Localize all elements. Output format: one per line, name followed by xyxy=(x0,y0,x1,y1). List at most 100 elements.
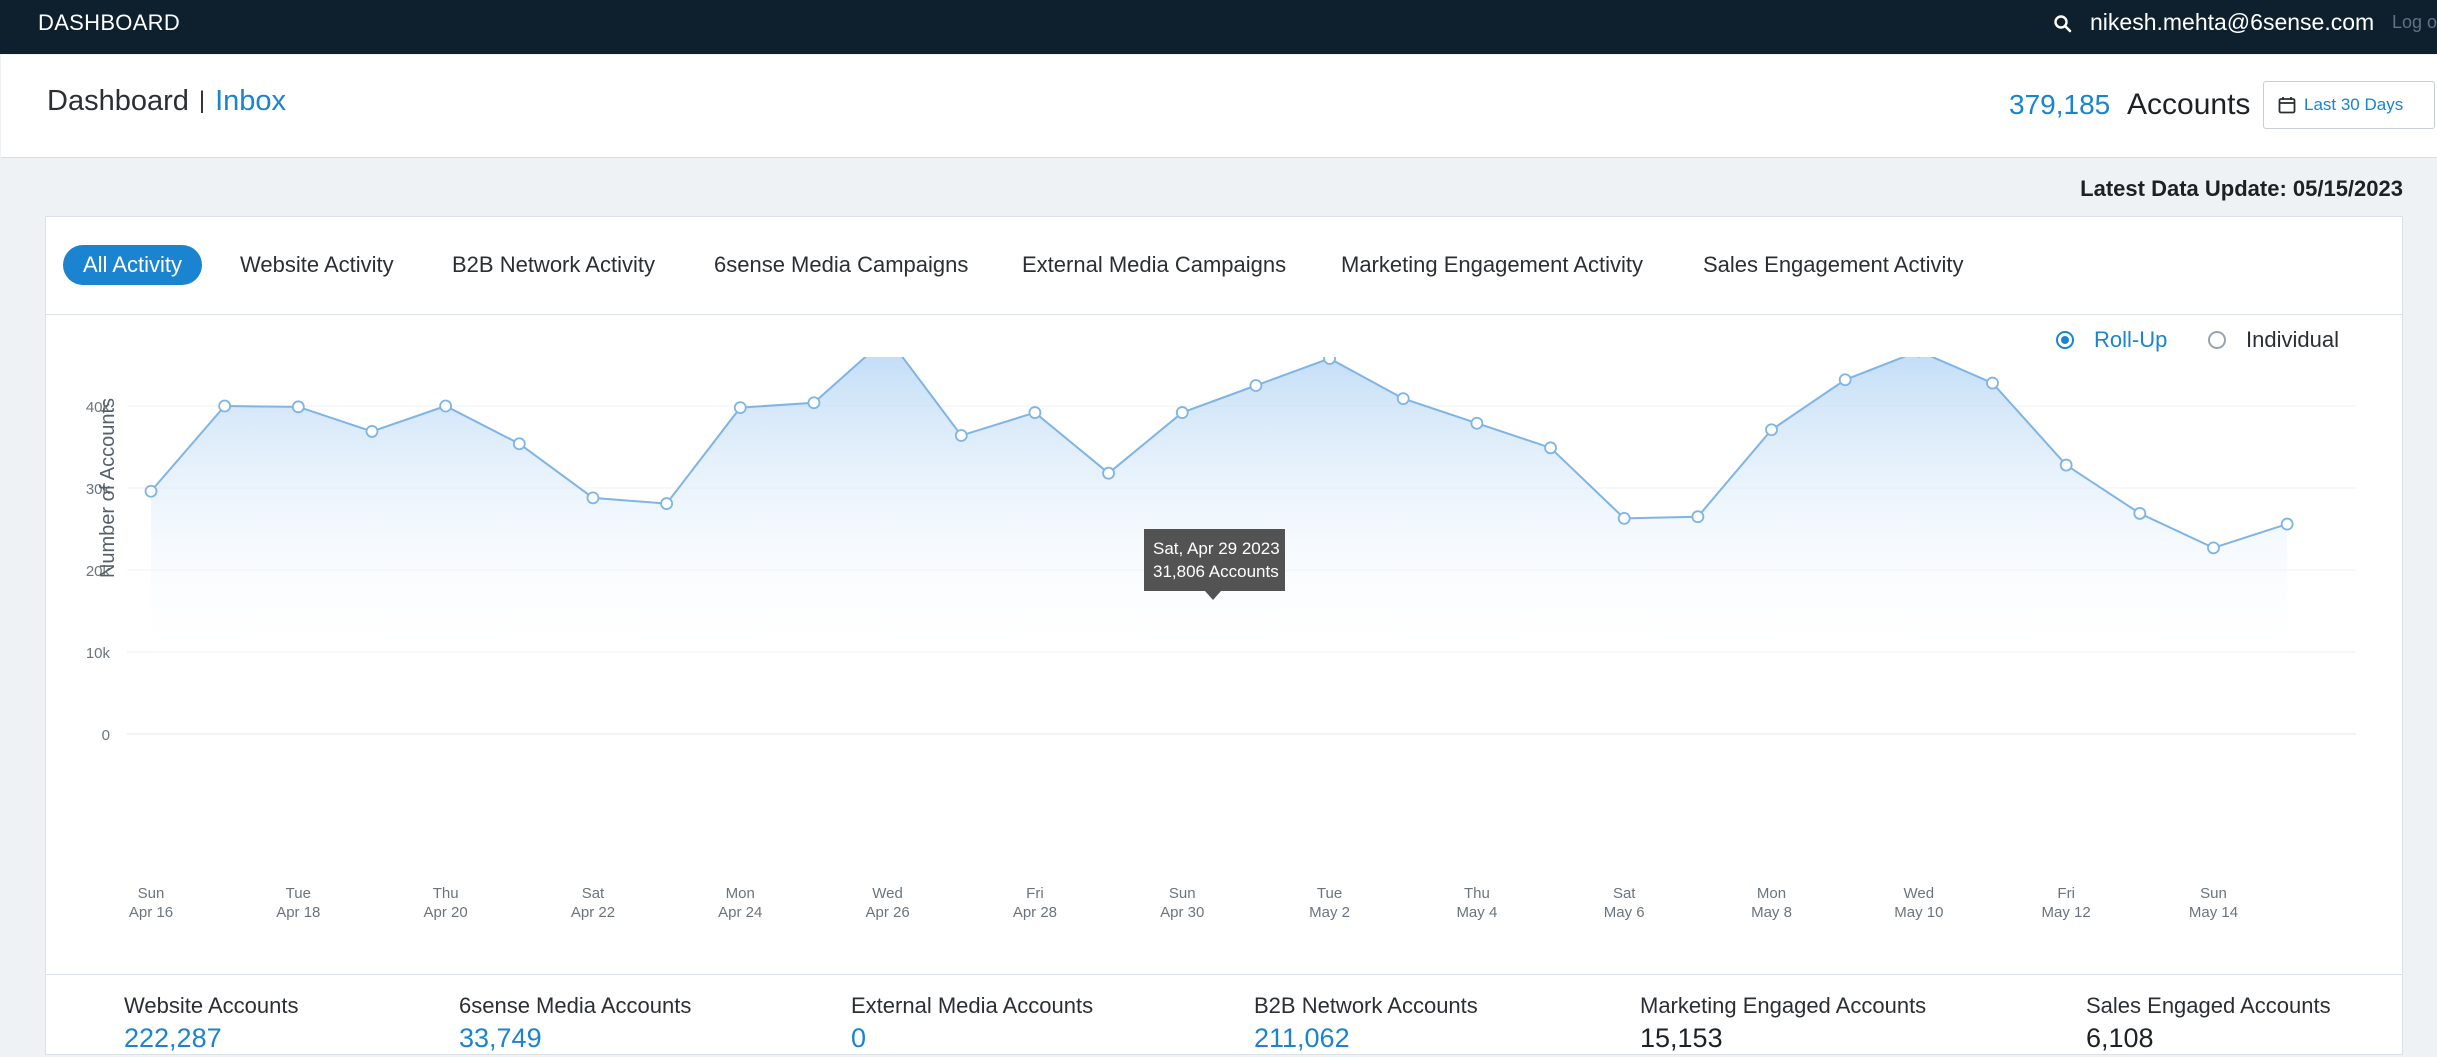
data-point[interactable] xyxy=(2280,517,2294,531)
x-tick-day: Sat xyxy=(1613,885,1636,902)
search-icon[interactable] xyxy=(2052,13,2074,35)
data-point[interactable] xyxy=(1838,373,1852,387)
data-point[interactable] xyxy=(512,437,526,451)
x-tick-date: May 12 xyxy=(2042,904,2091,921)
user-email[interactable]: nikesh.mehta@6sense.com xyxy=(2090,9,2375,35)
x-tick-day: Fri xyxy=(1026,885,1044,902)
tab-b2b-network-activity[interactable]: B2B Network Activity xyxy=(452,252,655,277)
data-point[interactable] xyxy=(1102,466,1115,480)
x-tick-date: May 8 xyxy=(1751,904,1792,921)
chart-tooltip xyxy=(1144,529,1285,600)
data-point[interactable] xyxy=(1396,392,1410,406)
x-tick-date: Apr 24 xyxy=(718,904,762,921)
x-tick-day: Sun xyxy=(2200,885,2227,902)
y-tick-label: 10k xyxy=(86,645,111,662)
data-point[interactable] xyxy=(660,497,674,510)
breadcrumb-inbox[interactable]: Inbox xyxy=(215,85,287,117)
series-area xyxy=(151,357,2288,654)
stat-label: External Media Accounts xyxy=(851,993,1094,1018)
x-tick-day: Tue xyxy=(286,885,311,902)
data-point[interactable] xyxy=(1765,423,1778,437)
x-tick-date: Apr 22 xyxy=(571,904,615,921)
x-tick-day: Wed xyxy=(1904,885,1935,902)
stat-value: 211,062 xyxy=(1254,1023,1350,1053)
tab-sales-engagement-activity[interactable]: Sales Engagement Activity xyxy=(1703,252,1964,277)
x-tick-date: May 4 xyxy=(1456,904,1497,921)
stat-external-media-accounts[interactable]: External Media Accounts 0 xyxy=(851,993,1093,1054)
x-tick-day: Fri xyxy=(2057,885,2075,902)
radio-individual-label: Individual xyxy=(2246,327,2339,352)
logout-link[interactable]: Log out xyxy=(2392,12,2437,32)
y-tick-label: 0 xyxy=(102,727,110,744)
x-tick-day: Sun xyxy=(138,885,165,902)
y-tick-label: 20k xyxy=(86,563,111,580)
data-point[interactable] xyxy=(1617,511,1631,525)
breadcrumb: Dashboard | Inbox xyxy=(47,85,286,118)
data-point[interactable] xyxy=(1323,357,1336,365)
breadcrumb-separator: | xyxy=(198,87,206,114)
data-point[interactable] xyxy=(1470,416,1484,430)
stat-label: Marketing Engaged Accounts xyxy=(1640,993,1927,1018)
stat-website-accounts[interactable]: Website Accounts 222,287 xyxy=(124,993,298,1054)
calendar-icon xyxy=(2278,97,2296,114)
data-point[interactable] xyxy=(218,399,232,413)
data-point[interactable] xyxy=(2133,507,2147,520)
breadcrumb-dashboard[interactable]: Dashboard xyxy=(47,85,189,117)
stat-value: 6,108 xyxy=(2086,1023,2154,1053)
stat-value: 222,287 xyxy=(124,1023,222,1053)
data-point[interactable] xyxy=(1249,379,1263,392)
stat-b2b-network-accounts[interactable]: B2B Network Accounts 211,062 xyxy=(1254,993,1478,1054)
tab-6sense-media-campaigns[interactable]: 6sense Media Campaigns xyxy=(714,252,969,277)
x-tick-date: May 10 xyxy=(1894,904,1943,921)
stat-sales-engaged-accounts[interactable]: Sales Engaged Accounts 6,108 xyxy=(2086,993,2331,1054)
x-tick-date: Apr 20 xyxy=(424,904,468,921)
stat-value: 15,153 xyxy=(1640,1023,1723,1053)
data-point[interactable] xyxy=(807,396,821,410)
data-point[interactable] xyxy=(1028,406,1042,419)
account-stats: Website Accounts 222,287 6sense Media Ac… xyxy=(46,974,2402,1057)
data-point[interactable] xyxy=(144,484,158,498)
view-mode-radios: Roll-Up Individual xyxy=(46,327,2402,357)
stat-label: B2B Network Accounts xyxy=(1254,993,1478,1018)
date-range-label: Last 30 Days xyxy=(2304,95,2404,114)
accounts-label: Accounts xyxy=(2127,88,2251,121)
x-tick-date: Apr 28 xyxy=(1013,904,1057,921)
data-point[interactable] xyxy=(291,400,305,414)
page-header: Dashboard | Inbox 379,185 Accounts Last 30… xyxy=(1,55,2437,158)
data-point[interactable] xyxy=(954,429,968,442)
x-tick-day: Thu xyxy=(433,885,459,902)
tab-external-media-campaigns[interactable]: External Media Campaigns xyxy=(1022,252,1287,277)
y-tick-label: 30k xyxy=(86,481,111,498)
data-point[interactable] xyxy=(733,401,747,415)
x-tick-date: May 2 xyxy=(1309,904,1350,921)
stat-marketing-engaged-accounts[interactable]: Marketing Engaged Accounts 15,153 xyxy=(1640,993,1926,1054)
data-point[interactable] xyxy=(2059,458,2073,472)
data-point[interactable] xyxy=(439,399,453,413)
x-tick-date: Apr 16 xyxy=(129,904,173,921)
data-point[interactable] xyxy=(365,425,379,438)
account-count: 379,185 xyxy=(2009,89,2111,120)
stat-6sense-media-accounts[interactable]: 6sense Media Accounts 33,749 xyxy=(459,993,691,1054)
data-point[interactable] xyxy=(1691,510,1705,524)
tooltip-date: Sat, Apr 29 2023 xyxy=(1153,539,1280,558)
tab-all-activity[interactable]: All Activity xyxy=(63,245,203,285)
latest-data-update: Latest Data Update: 05/15/2023 xyxy=(2080,176,2403,201)
data-point[interactable] xyxy=(1544,441,1557,455)
radio-individual-dot[interactable] xyxy=(2208,331,2226,349)
stat-label: 6sense Media Accounts xyxy=(459,993,692,1018)
radio-rollup-dot[interactable] xyxy=(2056,331,2074,349)
x-tick-day: Mon xyxy=(726,885,755,902)
data-point[interactable] xyxy=(586,491,600,505)
tab-website-activity[interactable]: Website Activity xyxy=(240,252,394,277)
series-line xyxy=(150,357,2288,549)
x-tick-day: Wed xyxy=(872,885,903,902)
data-point[interactable] xyxy=(1986,376,1999,390)
x-tick-day: Thu xyxy=(1464,885,1490,902)
data-point[interactable] xyxy=(1175,406,1189,419)
date-range-button[interactable]: Last 30 Days xyxy=(2263,81,2435,129)
x-tick-day: Sun xyxy=(1169,885,1196,902)
tab-marketing-engagement-activity[interactable]: Marketing Engagement Activity xyxy=(1341,252,1644,277)
data-point[interactable] xyxy=(2207,541,2220,555)
app-title[interactable]: DASHBOARD xyxy=(38,10,181,35)
accounts-area-chart: 010k20k30k40k50k60kNumber of AccountsSun… xyxy=(86,357,2356,921)
